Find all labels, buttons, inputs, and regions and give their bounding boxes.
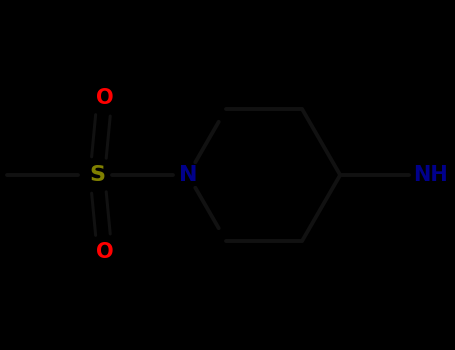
Text: O: O [96,88,113,108]
Text: N: N [179,165,197,185]
Text: NH: NH [414,165,448,185]
Text: S: S [89,165,105,185]
Text: O: O [96,242,113,262]
